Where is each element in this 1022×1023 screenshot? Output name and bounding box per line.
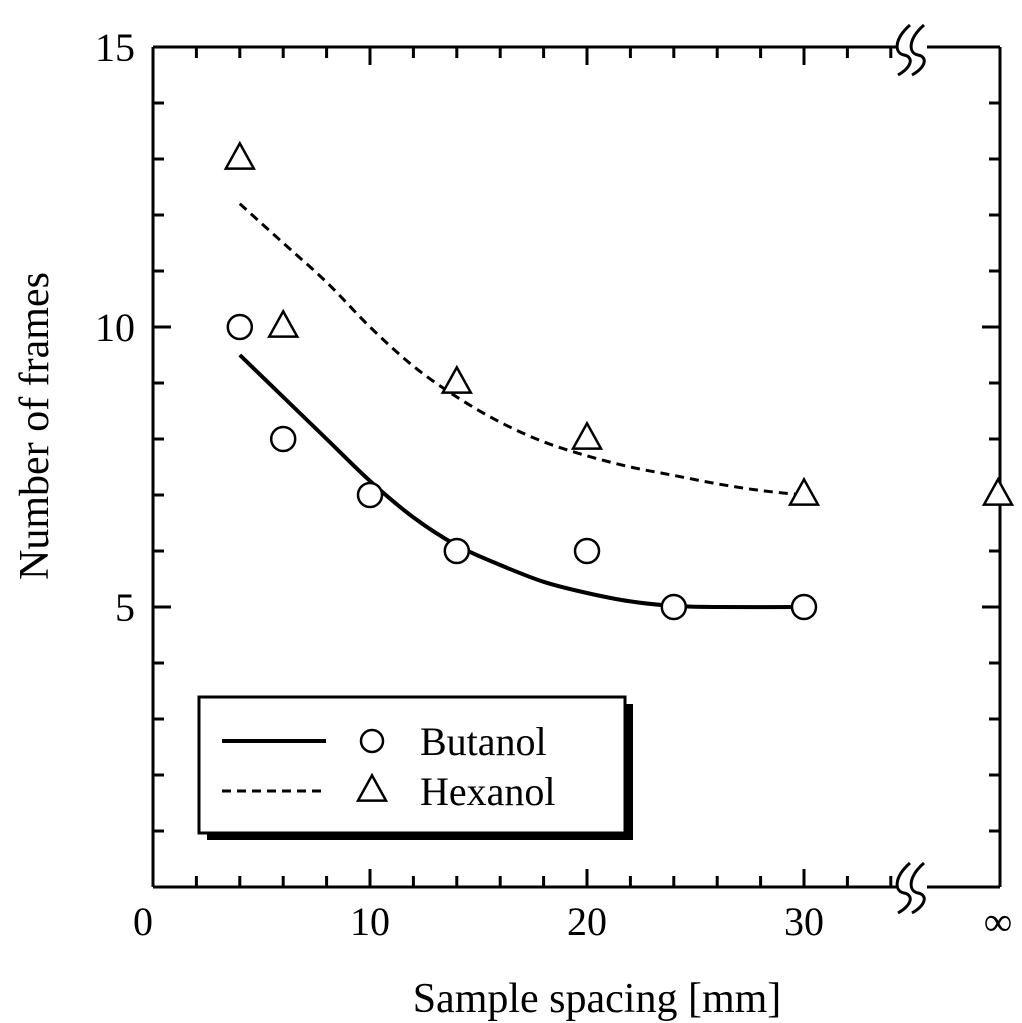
x-tick-label: ∞ [984, 899, 1013, 944]
break-curve [909, 861, 926, 915]
break-curve [909, 23, 926, 77]
butanol-data-point [226, 313, 254, 341]
y-tick-label: 15 [95, 25, 135, 70]
legend-marker-triangle [355, 772, 389, 802]
butanol-data-point [660, 593, 688, 621]
x-axis-title: Sample spacing [mm] [413, 976, 782, 1022]
series-butanol [226, 313, 818, 621]
butanol-data-point [573, 537, 601, 565]
hexanol-data-point [981, 476, 1015, 506]
legend-marker-circle [359, 728, 385, 754]
hexanol-data-point [440, 364, 473, 394]
butanol-data-point [356, 481, 384, 509]
break-curve [895, 23, 912, 77]
x-tick-label: 20 [567, 899, 607, 944]
hexanol-data-point [223, 140, 256, 170]
hexanol-data-point [570, 420, 604, 450]
x-tick-label: 30 [784, 899, 824, 944]
legend-label-hexanol: Hexanol [420, 769, 556, 814]
axis-break-bottom [895, 861, 926, 915]
legend: Butanol Hexanol [197, 695, 633, 840]
y-tick-label: 10 [95, 305, 135, 350]
x-tick-label: 10 [350, 899, 390, 944]
butanol-data-point [790, 593, 818, 621]
y-axis-title: Number of frames [12, 272, 58, 580]
hexanol-data-point [267, 308, 300, 338]
break-curve [895, 861, 912, 915]
hexanol-fit-line [238, 202, 805, 497]
legend-label-butanol: Butanol [420, 719, 547, 764]
x-tick-label: 0 [133, 899, 153, 944]
legend-box [197, 695, 627, 835]
butanol-data-point [443, 537, 471, 565]
butanol-data-point [269, 425, 297, 453]
butanol-fit-line [238, 353, 805, 610]
y-tick-label: 5 [115, 585, 135, 630]
hexanol-data-point [787, 476, 821, 506]
series-hexanol [223, 140, 1015, 506]
axis-break-top [895, 23, 926, 77]
